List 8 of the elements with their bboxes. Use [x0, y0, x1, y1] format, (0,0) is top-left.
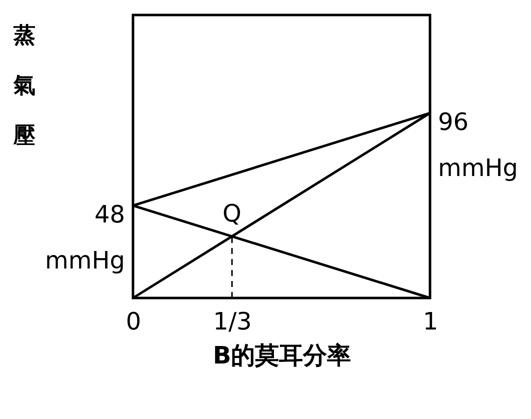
annotation: Q	[222, 199, 242, 228]
x-tick-label: 1/3	[213, 308, 252, 336]
x-tick-label: 1	[422, 308, 438, 336]
annotation: 48 mmHg	[44, 200, 125, 275]
x-tick-label: 0	[126, 308, 142, 336]
x-axis-title: B的莫耳分率	[212, 342, 352, 370]
y-axis-title: 蒸氣壓	[12, 24, 36, 148]
annotation: 96 mmHg	[438, 108, 518, 182]
